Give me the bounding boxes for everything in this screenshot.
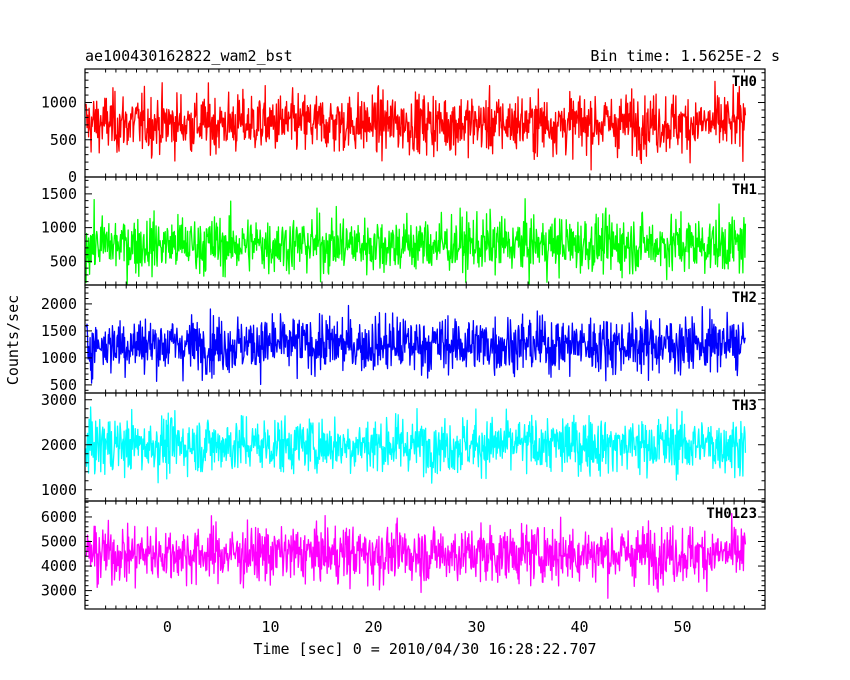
chart-title: ae100430162822_wam2_bst [85, 47, 293, 65]
panel-name-label: TH2 [732, 290, 757, 306]
series-line-th0123 [85, 513, 747, 599]
x-tick-label: 50 [674, 618, 692, 636]
panel-th0123: 3000 4000 5000 6000 TH0123 [41, 500, 766, 610]
y-tick-label: 3000 [41, 391, 77, 409]
y-tick-label: 1000 [41, 219, 77, 237]
y-tick-label: 500 [50, 252, 77, 270]
y-tick-label: 500 [50, 376, 77, 394]
panel-name-label: TH3 [732, 398, 757, 414]
bin-time-label: Bin time: 1.5625E-2 s [590, 47, 780, 65]
x-tick-label: 0 [163, 618, 172, 636]
y-tick-label: 1500 [41, 322, 77, 340]
x-tick-label: 20 [364, 618, 382, 636]
x-axis-label: Time [sec] 0 = 2010/04/30 16:28:22.707 [253, 640, 596, 658]
y-tick-label: 5000 [41, 533, 77, 551]
y-tick-label: 2000 [41, 436, 77, 454]
x-tick-label: 10 [261, 618, 279, 636]
y-axis-label: Counts/sec [4, 295, 22, 385]
y-tick-label: 1000 [41, 349, 77, 367]
y-tick-label: 4000 [41, 557, 77, 575]
y-tick-label: 1500 [41, 185, 77, 203]
panel-name-label: TH0123 [706, 506, 757, 522]
series-line-th0 [85, 80, 747, 171]
panel-th2: 500 1000 1500 2000 TH2 [41, 284, 766, 394]
panel-name-label: TH0 [732, 74, 757, 90]
x-axis: 0 10 20 30 40 50 [163, 618, 692, 636]
series-line-th1 [85, 198, 747, 286]
panel-name-label: TH1 [732, 182, 757, 198]
series-line-th3 [85, 406, 747, 484]
y-tick-label: 1000 [41, 481, 77, 499]
y-tick-label: 2000 [41, 295, 77, 313]
x-tick-label: 40 [571, 618, 589, 636]
series-line-th2 [85, 304, 747, 386]
y-tick-label: 500 [50, 131, 77, 149]
x-tick-label: 30 [467, 618, 485, 636]
y-tick-label: 0 [68, 168, 77, 186]
y-tick-label: 1000 [41, 94, 77, 112]
y-tick-label: 6000 [41, 508, 77, 526]
y-tick-label: 3000 [41, 582, 77, 600]
